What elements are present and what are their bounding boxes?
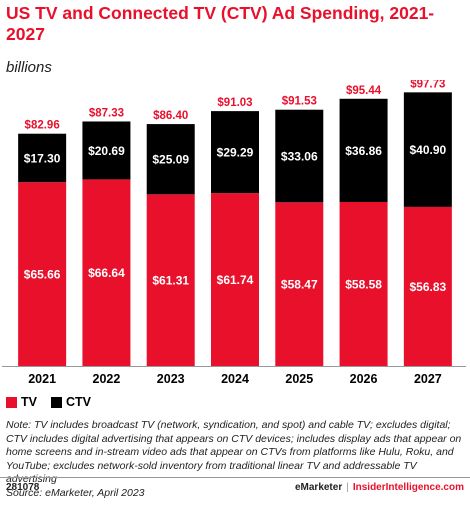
bar-tv-2024 bbox=[211, 193, 259, 366]
data-label-ctv-2023: $25.09 bbox=[152, 153, 189, 167]
data-label-tv-2021: $65.66 bbox=[24, 268, 61, 282]
bar-tv-2027 bbox=[403, 206, 452, 366]
bar-tv-2023 bbox=[146, 194, 195, 366]
x-tick-label-2022: 2022 bbox=[93, 372, 121, 386]
data-label-tv-2027: $56.83 bbox=[410, 280, 447, 294]
total-label-2025: $91.53 bbox=[282, 96, 317, 108]
bar-tv-2021 bbox=[18, 182, 67, 366]
x-tick-label-2025: 2025 bbox=[285, 372, 313, 386]
x-tick-label-2026: 2026 bbox=[350, 372, 378, 386]
legend-swatch-tv bbox=[6, 396, 17, 408]
bar-tv-2025 bbox=[275, 202, 324, 366]
data-label-tv-2023: $61.31 bbox=[152, 274, 189, 288]
data-label-ctv-2024: $29.29 bbox=[217, 146, 254, 160]
bar-ctv-2023 bbox=[146, 124, 195, 195]
x-tick-label-2023: 2023 bbox=[157, 372, 185, 386]
chart-title: US TV and Connected TV (CTV) Ad Spending… bbox=[6, 3, 435, 44]
legend-label-tv: TV bbox=[21, 395, 37, 409]
data-label-ctv-2021: $17.30 bbox=[24, 151, 61, 165]
footer-site-link[interactable]: InsiderIntelligence.com bbox=[352, 482, 464, 493]
total-label-2021: $82.96 bbox=[25, 120, 60, 132]
total-label-2023: $86.40 bbox=[153, 110, 188, 122]
total-label-2027: $97.73 bbox=[410, 80, 445, 90]
chart-note: Note: TV includes broadcast TV (network,… bbox=[6, 419, 468, 500]
legend-label-ctv: CTV bbox=[65, 395, 91, 409]
stacked-bar-chart: $65.66 $17.30 $82.96 2021 $66.64 $20.69 $87.33… bbox=[2, 80, 466, 386]
data-label-ctv-2022: $20.69 bbox=[88, 144, 125, 158]
data-label-ctv-2026: $36.86 bbox=[345, 144, 382, 158]
x-tick-label-2024: 2024 bbox=[221, 372, 249, 386]
data-label-tv-2022: $66.64 bbox=[88, 266, 125, 280]
x-tick-label-2027: 2027 bbox=[414, 372, 442, 386]
data-label-tv-2025: $58.47 bbox=[281, 278, 318, 292]
footer-id: 281078 bbox=[6, 482, 40, 493]
bar-tv-2022 bbox=[82, 179, 131, 366]
bar-ctv-2022 bbox=[82, 121, 131, 180]
x-tick-label-2021: 2021 bbox=[28, 372, 56, 386]
legend: TV CTV bbox=[6, 395, 105, 409]
data-label-ctv-2027: $40.90 bbox=[410, 143, 447, 157]
bar-ctv-2027 bbox=[403, 92, 452, 207]
source-text: Source: eMarketer, April 2023 bbox=[6, 486, 145, 499]
data-label-tv-2026: $58.58 bbox=[345, 277, 382, 291]
footer-brand-name: eMarketer bbox=[294, 482, 343, 493]
data-label-tv-2024: $61.74 bbox=[217, 273, 254, 287]
note-text: Note: TV includes broadcast TV (network,… bbox=[6, 419, 462, 485]
legend-swatch-ctv bbox=[50, 396, 62, 408]
bar-ctv-2024 bbox=[211, 111, 259, 194]
bar-ctv-2025 bbox=[275, 109, 324, 203]
total-label-2024: $91.03 bbox=[217, 97, 252, 109]
data-label-ctv-2025: $33.06 bbox=[281, 150, 318, 164]
footer-brand: eMarketer | InsiderIntelligence.com bbox=[295, 482, 464, 493]
total-label-2026: $95.44 bbox=[346, 85, 382, 97]
legend-item-tv: TV bbox=[6, 395, 37, 409]
legend-item-ctv: CTV bbox=[50, 395, 91, 409]
chart-subtitle: billions bbox=[6, 59, 52, 76]
bar-ctv-2026 bbox=[339, 98, 388, 202]
bar-ctv-2021 bbox=[18, 133, 67, 183]
total-label-2022: $87.33 bbox=[89, 107, 124, 119]
bar-tv-2026 bbox=[339, 201, 388, 366]
footer-separator: | bbox=[346, 482, 349, 493]
footer-divider bbox=[0, 477, 470, 478]
